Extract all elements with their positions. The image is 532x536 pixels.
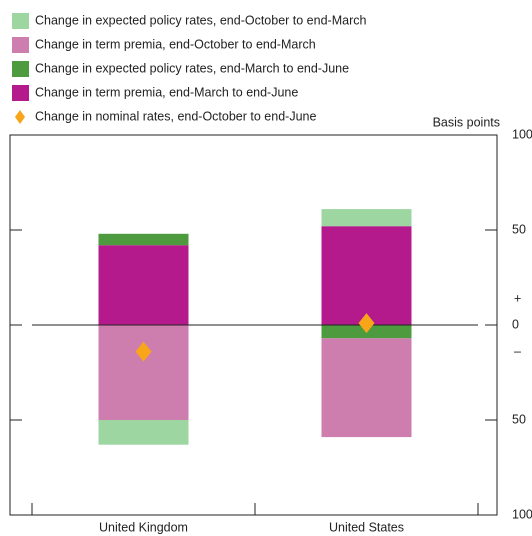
legend-label: Change in expected policy rates, end-Oct… [35,13,366,27]
x-tick-label: United States [329,520,404,534]
bar-segment [321,209,412,227]
y-tick-label: 100 [512,507,532,521]
legend-swatch [12,85,29,101]
bar-segment [98,420,189,445]
bar-segment [98,245,189,325]
y-tick-label: 100 [512,127,532,141]
legend-label: Change in nominal rates, end-October to … [35,109,316,123]
y-axis-label: Basis points [433,115,500,129]
bar-segment [98,325,189,420]
y-tick-label: 0 [512,317,519,331]
legend-label: Change in term premia, end-March to end-… [35,85,298,99]
bar-segment [321,338,412,438]
legend-swatch [12,13,29,29]
sign-label: – [514,344,521,358]
diamond-marker [135,341,152,362]
legend-label: Change in term premia, end-October to en… [35,37,316,51]
y-tick-label: 50 [512,222,526,236]
diamond-marker [358,313,375,334]
bar-segment [98,233,189,246]
legend-swatch [12,61,29,77]
y-tick-label: 50 [512,412,526,426]
bar-segment [321,226,412,325]
legend-swatch [15,110,25,124]
legend-swatch [12,37,29,53]
x-tick-label: United Kingdom [99,520,188,534]
sign-label: + [514,291,521,305]
legend-label: Change in expected policy rates, end-Mar… [35,61,349,75]
